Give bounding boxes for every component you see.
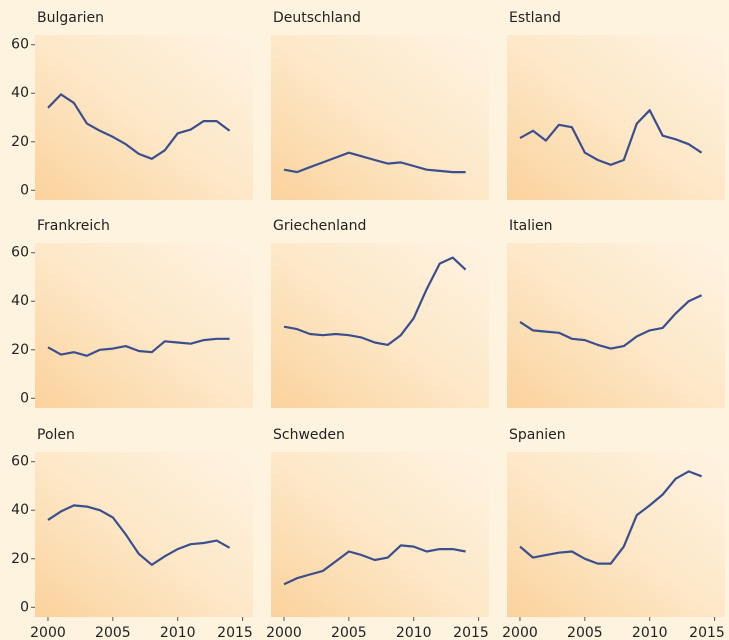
- y-tick-label: 60: [11, 245, 29, 261]
- panel-title: Deutschland: [273, 10, 361, 26]
- y-tick-label: 0: [20, 182, 29, 198]
- data-line: [283, 151, 466, 174]
- x-tick-label: 2010: [632, 625, 668, 640]
- panel-background: [271, 35, 489, 200]
- x-tick-label: 2005: [95, 625, 131, 640]
- data-line: [47, 504, 231, 566]
- panel-background: [507, 35, 725, 200]
- data-line: [47, 337, 230, 357]
- x-tick-label: 2000: [30, 625, 66, 640]
- data-line: [519, 294, 703, 350]
- y-tick-label: 20: [11, 551, 29, 567]
- x-tick-label: 2010: [160, 625, 196, 640]
- panel-title: Polen: [37, 427, 75, 443]
- panel-background: [35, 243, 253, 408]
- data-line: [283, 544, 466, 586]
- x-tick-label: 2005: [567, 625, 603, 640]
- data-line: [519, 470, 702, 565]
- panel-background: [271, 452, 489, 617]
- x-tick-label: 2015: [217, 625, 253, 640]
- panel-title: Bulgarien: [37, 10, 104, 26]
- y-tick-label: 40: [11, 293, 29, 309]
- x-tick-label: 2015: [689, 625, 725, 640]
- y-tick-label: 60: [11, 454, 29, 470]
- y-tick-label: 20: [11, 342, 29, 358]
- panel-title: Estland: [509, 10, 561, 26]
- y-tick-label: 0: [20, 599, 29, 615]
- data-line: [47, 93, 231, 160]
- y-tick-label: 20: [11, 134, 29, 150]
- x-tick-label: 2000: [266, 625, 302, 640]
- panel-title: Griechenland: [273, 218, 366, 234]
- panel-background: [35, 452, 253, 617]
- x-tick-label: 2000: [502, 625, 538, 640]
- panel-background: [35, 35, 253, 200]
- panel-background: [271, 243, 489, 408]
- panel-title: Frankreich: [37, 218, 110, 234]
- panel-title: Italien: [509, 218, 552, 234]
- panel-background: [507, 243, 725, 408]
- x-tick-label: 2005: [331, 625, 367, 640]
- panel-title: Schweden: [273, 427, 345, 443]
- data-line: [519, 109, 703, 166]
- y-tick-label: 0: [20, 390, 29, 406]
- y-tick-label: 40: [11, 502, 29, 518]
- panel-title: Spanien: [509, 427, 566, 443]
- x-tick-label: 2015: [453, 625, 489, 640]
- panel-background: [507, 452, 725, 617]
- y-tick-label: 40: [11, 85, 29, 101]
- x-tick-label: 2010: [396, 625, 432, 640]
- data-line: [283, 256, 467, 346]
- y-tick-label: 60: [11, 37, 29, 53]
